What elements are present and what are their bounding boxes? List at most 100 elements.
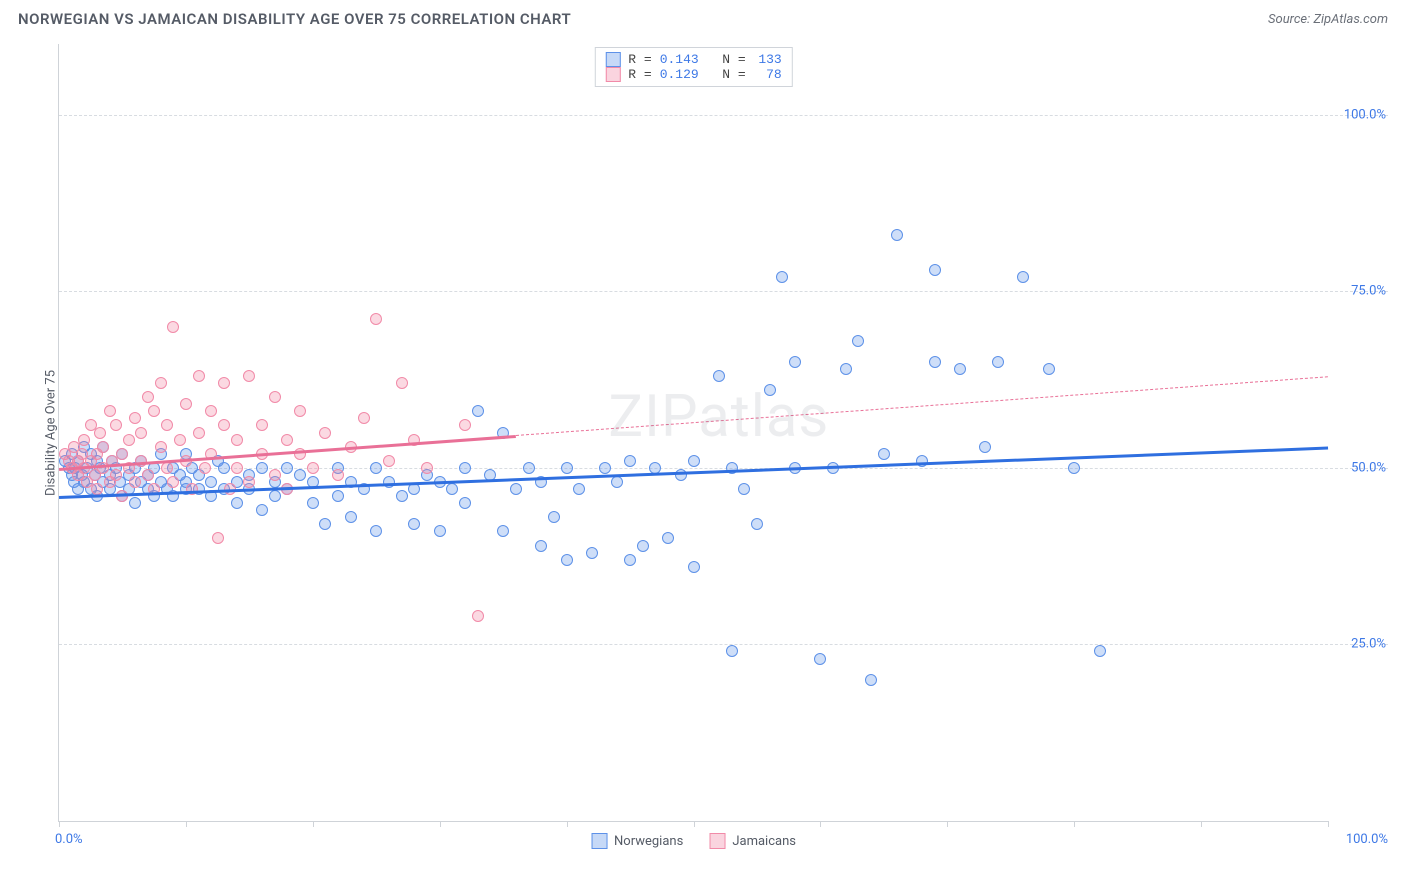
x-tick xyxy=(1328,821,1329,827)
chart-title: NORWEGIAN VS JAMAICAN DISABILITY AGE OVE… xyxy=(18,10,571,28)
data-point xyxy=(726,645,738,657)
x-tick xyxy=(313,821,314,827)
x-tick xyxy=(440,821,441,827)
stats-n-label: N = xyxy=(707,67,746,82)
data-point xyxy=(91,483,103,495)
data-point xyxy=(865,674,877,686)
stats-row: R = 0.129 N = 78 xyxy=(605,67,781,82)
data-point xyxy=(599,462,611,474)
data-point xyxy=(129,412,141,424)
y-tick-label: 50.0% xyxy=(1351,460,1386,475)
data-point xyxy=(155,441,167,453)
data-point xyxy=(123,434,135,446)
data-point xyxy=(231,462,243,474)
data-point xyxy=(199,462,211,474)
data-point xyxy=(840,363,852,375)
data-point xyxy=(878,448,890,460)
data-point xyxy=(459,462,471,474)
data-point xyxy=(446,483,458,495)
x-axis-min-label: 0.0% xyxy=(55,832,83,847)
gridline xyxy=(59,291,1388,292)
data-point xyxy=(135,427,147,439)
stats-row: R = 0.143 N = 133 xyxy=(605,52,781,67)
trend-line xyxy=(516,376,1328,436)
data-point xyxy=(243,370,255,382)
data-point xyxy=(110,469,122,481)
data-point xyxy=(269,469,281,481)
data-point xyxy=(218,419,230,431)
data-point xyxy=(929,264,941,276)
x-tick xyxy=(820,821,821,827)
y-tick-label: 100.0% xyxy=(1344,107,1386,122)
data-point xyxy=(142,391,154,403)
stats-n-value: 78 xyxy=(754,67,782,82)
data-point xyxy=(408,518,420,530)
data-point xyxy=(814,653,826,665)
data-point xyxy=(624,554,636,566)
data-point xyxy=(155,377,167,389)
watermark: ZIPatlas xyxy=(608,383,829,451)
data-point xyxy=(497,525,509,537)
stats-r-value: 0.129 xyxy=(660,67,699,82)
data-point xyxy=(231,497,243,509)
data-point xyxy=(637,540,649,552)
data-point xyxy=(713,370,725,382)
data-point xyxy=(789,356,801,368)
data-point xyxy=(523,462,535,474)
data-point xyxy=(148,405,160,417)
data-point xyxy=(459,419,471,431)
data-point xyxy=(294,405,306,417)
y-tick-label: 75.0% xyxy=(1351,284,1386,299)
legend-item: Jamaicans xyxy=(709,833,796,849)
data-point xyxy=(891,229,903,241)
x-tick xyxy=(694,821,695,827)
data-point xyxy=(307,462,319,474)
data-point xyxy=(370,525,382,537)
x-tick xyxy=(186,821,187,827)
data-point xyxy=(167,476,179,488)
data-point xyxy=(193,427,205,439)
data-point xyxy=(383,455,395,467)
x-tick xyxy=(1074,821,1075,827)
data-point xyxy=(573,483,585,495)
gridline xyxy=(59,644,1388,645)
data-point xyxy=(624,455,636,467)
data-point xyxy=(611,476,623,488)
legend-swatch xyxy=(709,833,725,849)
data-point xyxy=(231,434,243,446)
stats-n-value: 133 xyxy=(754,52,782,67)
legend-swatch xyxy=(591,833,607,849)
stats-r-label: R = xyxy=(628,52,651,67)
data-point xyxy=(129,476,141,488)
data-point xyxy=(662,532,674,544)
stats-swatch xyxy=(605,67,620,82)
data-point xyxy=(281,462,293,474)
data-point xyxy=(1017,271,1029,283)
data-point xyxy=(1094,645,1106,657)
data-point xyxy=(212,532,224,544)
stats-swatch xyxy=(605,52,620,67)
data-point xyxy=(688,561,700,573)
data-point xyxy=(345,511,357,523)
data-point xyxy=(161,462,173,474)
data-point xyxy=(256,462,268,474)
data-point xyxy=(110,419,122,431)
data-point xyxy=(396,490,408,502)
chart-legend: Norwegians Jamaicans xyxy=(591,833,796,849)
data-point xyxy=(561,462,573,474)
data-point xyxy=(1068,462,1080,474)
x-axis-max-label: 100.0% xyxy=(1346,832,1388,847)
data-point xyxy=(738,483,750,495)
data-point xyxy=(243,476,255,488)
gridline xyxy=(59,115,1388,116)
data-point xyxy=(104,405,116,417)
legend-label: Norwegians xyxy=(614,834,683,849)
x-tick xyxy=(947,821,948,827)
data-point xyxy=(561,554,573,566)
data-point xyxy=(161,419,173,431)
data-point xyxy=(586,547,598,559)
data-point xyxy=(94,427,106,439)
data-point xyxy=(852,335,864,347)
data-point xyxy=(472,405,484,417)
data-point xyxy=(307,497,319,509)
